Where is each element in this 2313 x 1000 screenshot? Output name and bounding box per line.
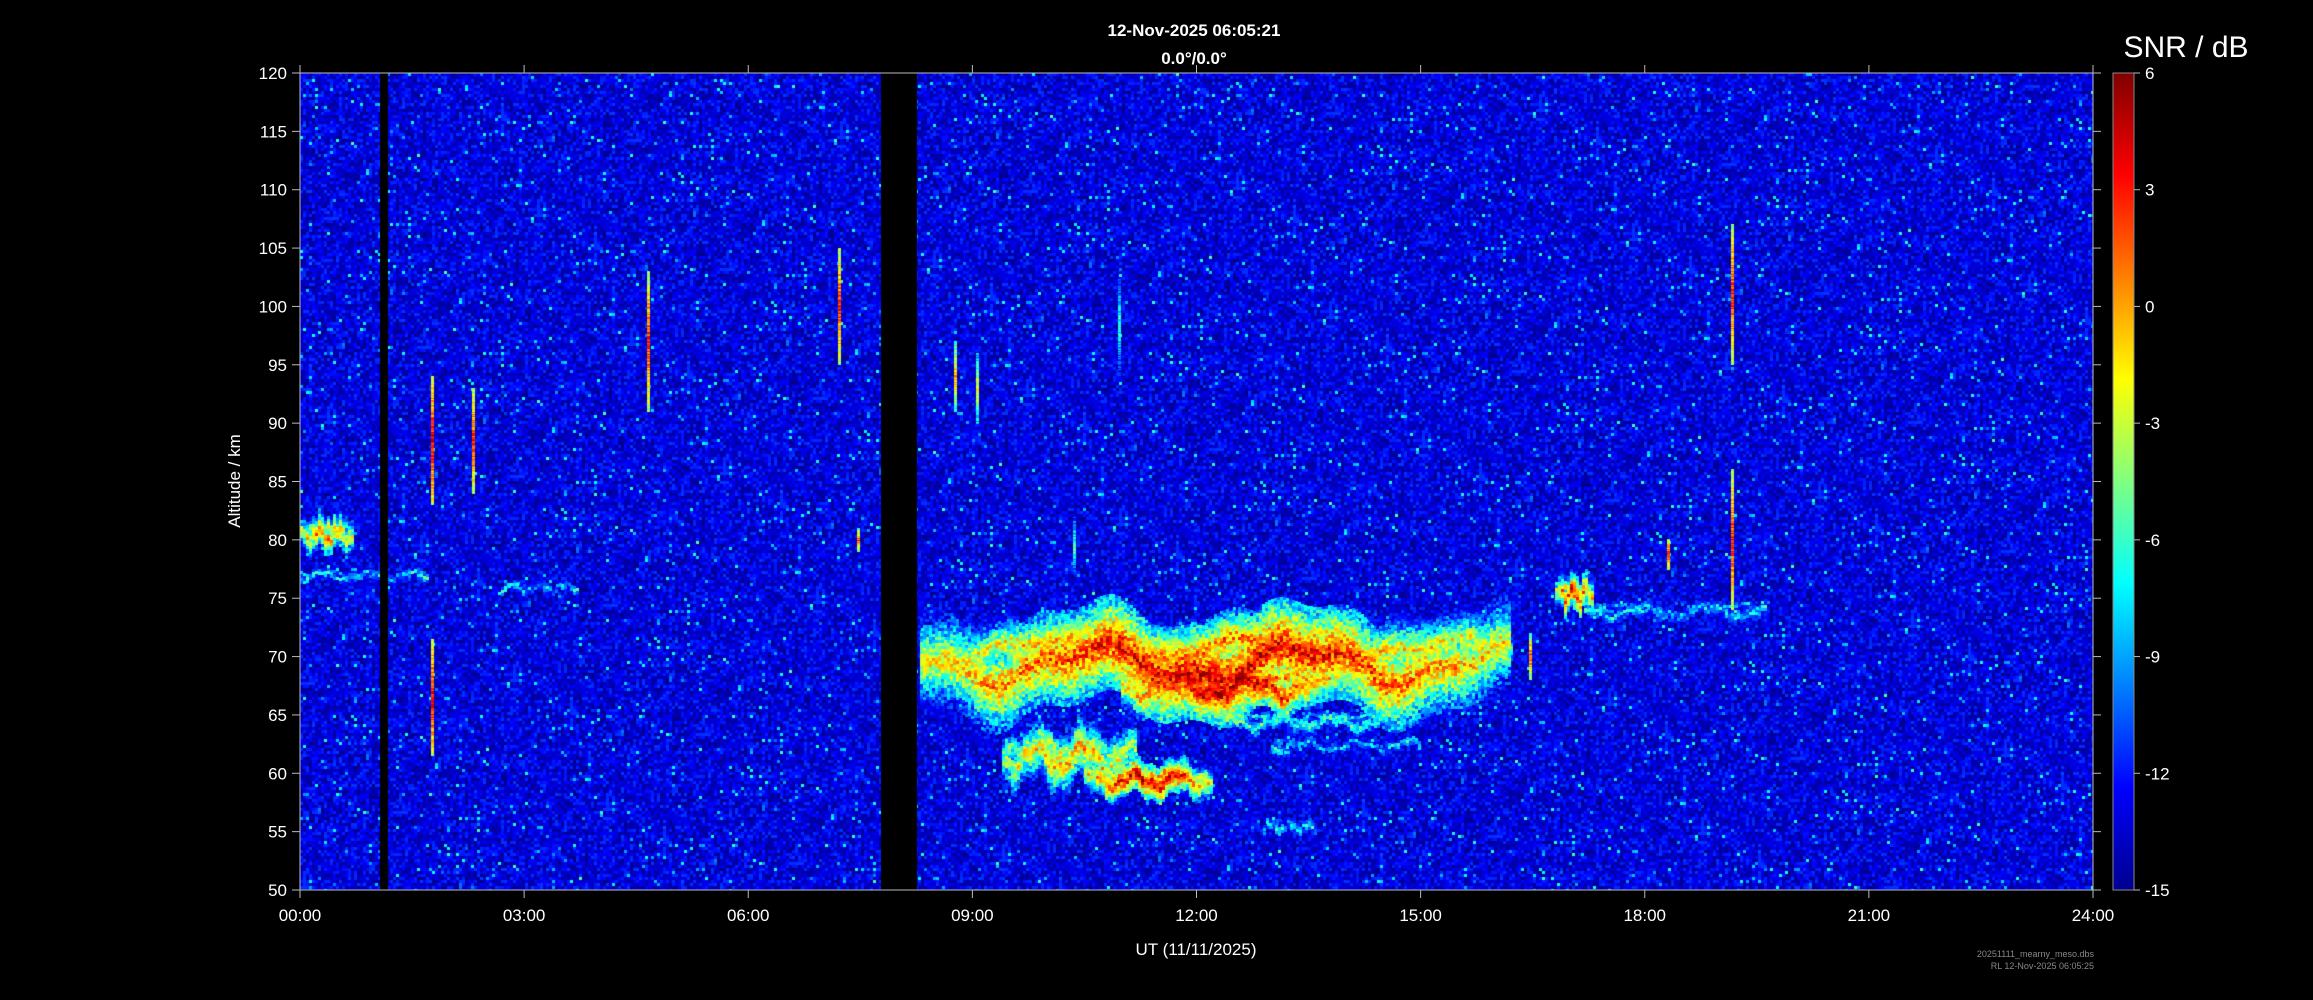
heatmap-plot-area [300, 73, 2093, 890]
chart-subtitle: 0.0°/0.0° [1161, 49, 1227, 68]
heatmap-canvas [300, 73, 2093, 890]
colorbar-tick-label: -12 [2145, 764, 2170, 783]
y-axis-label: Altitude / km [225, 434, 244, 528]
colorbar-label: SNR / dB [2123, 31, 2248, 64]
y-tick-label: 115 [260, 122, 287, 141]
x-tick-label: 18:00 [1623, 906, 1666, 925]
y-tick-label: 120 [259, 64, 287, 83]
y-tick-label: 65 [268, 706, 287, 725]
colorbar-tick-label: -9 [2145, 648, 2160, 667]
y-tick-label: 50 [268, 881, 287, 900]
x-tick-label: 00:00 [279, 906, 322, 925]
chart-title: 12-Nov-2025 06:05:21 [1108, 21, 1281, 40]
y-tick-label: 110 [260, 181, 287, 200]
y-tick-label: 75 [268, 589, 287, 608]
y-tick-label: 70 [268, 648, 287, 667]
x-axis-label: UT (11/11/2025) [1136, 940, 1257, 959]
y-tick-label: 60 [268, 764, 287, 783]
y-tick-label: 80 [268, 531, 287, 550]
x-tick-label: 06:00 [727, 906, 770, 925]
y-tick-label: 85 [268, 473, 287, 492]
x-tick-label: 09:00 [951, 906, 994, 925]
y-tick-label: 105 [259, 239, 287, 258]
x-tick-label: 15:00 [1399, 906, 1442, 925]
x-tick-label: 03:00 [503, 906, 546, 925]
y-tick-label: 55 [268, 823, 287, 842]
y-tick-label: 100 [259, 297, 287, 316]
y-tick-label: 90 [268, 414, 287, 433]
colorbar-tick-label: -6 [2145, 531, 2160, 550]
colorbar-ticks: 6 3 0 -3 -6 -9 -12 -15 [2134, 64, 2170, 900]
footer-filename: 20251111_mearny_meso.dbs [1977, 949, 2095, 959]
y-tick-label: 95 [268, 356, 287, 375]
colorbar-tick-label: -3 [2145, 414, 2160, 433]
colorbar-tick-label: 3 [2145, 181, 2154, 200]
colorbar-tick-label: -15 [2145, 881, 2170, 900]
colorbar-tick-label: 6 [2145, 64, 2154, 83]
x-tick-label: 12:00 [1175, 906, 1218, 925]
colorbar [2112, 72, 2135, 891]
x-tick-label: 21:00 [1848, 906, 1891, 925]
y-axis: 50 55 60 65 70 75 80 85 90 95 100 105 110 115 120 [259, 64, 2101, 900]
footer-run-stamp: RL 12-Nov-2025 06:05:25 [1991, 961, 2094, 971]
colorbar-tick-label: 0 [2145, 297, 2154, 316]
x-axis: 00:00 03:00 06:00 09:00 12:00 15:00 18:00 21:00… [279, 65, 2115, 925]
x-tick-label: 24:00 [2072, 906, 2115, 925]
